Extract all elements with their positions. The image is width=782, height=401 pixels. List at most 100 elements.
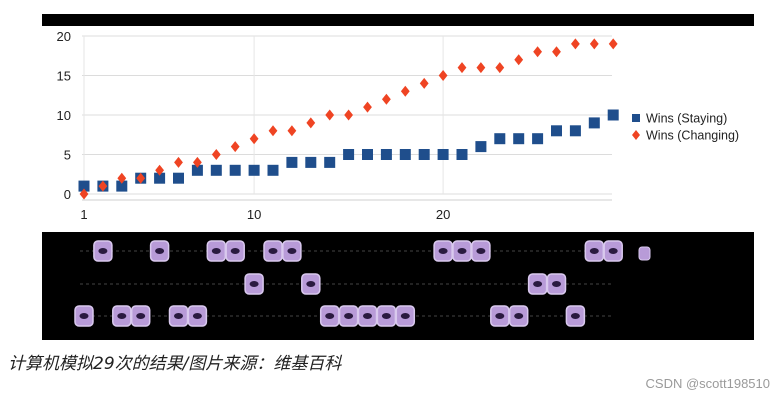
- y-tick-label-15: 15: [57, 69, 71, 84]
- token-face: [192, 313, 202, 319]
- token-face: [325, 313, 335, 319]
- token-face: [155, 248, 165, 254]
- token-face: [249, 281, 259, 287]
- point-changing-11: [268, 125, 278, 137]
- strip-token-2-24: [508, 305, 529, 327]
- strip-token-2-7: [187, 305, 208, 327]
- token-face: [117, 313, 127, 319]
- token-body: [638, 246, 651, 261]
- token-face: [268, 248, 278, 254]
- point-staying-21: [456, 149, 468, 160]
- point-changing-19: [419, 77, 429, 89]
- point-staying-9: [229, 164, 241, 176]
- x-tick-label-10: 10: [247, 207, 261, 222]
- token-face: [552, 281, 561, 287]
- strip-token-0-2: [93, 240, 113, 262]
- point-changing-20: [438, 70, 448, 81]
- point-changing-23: [495, 62, 505, 74]
- token-face: [438, 248, 448, 254]
- point-staying-15: [343, 149, 355, 160]
- point-staying-12: [286, 156, 298, 168]
- strip-token-0-11: [263, 240, 283, 262]
- strip-token-0-9: [225, 240, 245, 262]
- point-changing-15: [344, 109, 353, 121]
- point-changing-28: [589, 38, 599, 50]
- strip-token-2-4: [130, 305, 151, 327]
- point-staying-18: [399, 149, 411, 160]
- strip-token-0-21: [452, 240, 472, 262]
- point-changing-9: [230, 141, 240, 153]
- point-staying-5: [154, 172, 166, 184]
- point-staying-8: [210, 164, 222, 176]
- point-changing-4: [136, 172, 146, 184]
- strip-token-0-29: [603, 240, 623, 262]
- strip-token-0-20: [433, 240, 453, 262]
- token-face: [363, 313, 372, 319]
- strip-token-1-10: [244, 273, 264, 295]
- strip-token-2-16: [357, 305, 378, 327]
- point-staying-28: [588, 117, 600, 129]
- point-staying-10: [248, 164, 260, 176]
- token-face: [457, 248, 467, 254]
- strip-token-0-12: [282, 240, 302, 262]
- token-face: [306, 281, 316, 287]
- token-face: [79, 313, 89, 319]
- token-face: [174, 313, 183, 319]
- point-changing-17: [382, 93, 391, 105]
- top-border: [42, 14, 754, 26]
- point-staying-19: [418, 149, 430, 160]
- point-changing-16: [363, 101, 372, 113]
- token-face: [287, 248, 297, 254]
- point-changing-10: [249, 133, 259, 145]
- strip-token-1-25: [527, 273, 548, 295]
- strip-token-2-17: [376, 305, 397, 327]
- point-changing-12: [287, 125, 297, 137]
- strip-token-0-8: [206, 240, 227, 262]
- point-changing-5: [155, 164, 164, 176]
- point-changing-3: [117, 172, 127, 184]
- strip-token-2-27: [565, 305, 586, 327]
- point-changing-25: [533, 46, 542, 58]
- token-face: [533, 281, 543, 287]
- strip-token-2-15: [338, 305, 359, 327]
- y-axis-labels: 0 5 10 15 20: [57, 29, 71, 202]
- strip-token-2-14: [319, 305, 340, 327]
- data-marks: [78, 38, 619, 200]
- x-axis-labels: 1 10 20: [80, 207, 450, 222]
- point-changing-6: [174, 156, 183, 168]
- point-changing-8: [211, 149, 221, 160]
- point-staying-3: [116, 180, 128, 192]
- point-staying-6: [173, 172, 184, 184]
- token-face: [98, 248, 108, 254]
- point-changing-21: [457, 62, 467, 74]
- token-face: [381, 313, 391, 319]
- strip-token-2-6: [168, 305, 189, 327]
- y-tick-label-10: 10: [57, 108, 71, 123]
- point-staying-1: [78, 180, 90, 192]
- strip-token-0-28: [584, 240, 605, 262]
- strip-token-2-3: [112, 305, 132, 327]
- point-staying-26: [551, 125, 562, 137]
- caption: 计算机模拟29次的结果/图片来源：维基百科: [8, 354, 342, 374]
- point-changing-26: [552, 46, 561, 58]
- watermark: CSDN @scott198510: [645, 376, 770, 391]
- strip-token-0-5: [149, 240, 170, 262]
- point-staying-11: [267, 164, 279, 176]
- point-changing-13: [306, 117, 316, 129]
- point-staying-29: [607, 109, 619, 121]
- point-staying-22: [475, 141, 487, 153]
- token-face: [230, 248, 240, 254]
- strip-token-2-23: [490, 305, 510, 327]
- point-changing-27: [571, 38, 580, 50]
- point-staying-14: [324, 156, 336, 168]
- point-changing-7: [193, 156, 202, 168]
- legend: Wins (Staying) Wins (Changing): [632, 112, 739, 143]
- y-tick-label-20: 20: [57, 29, 71, 44]
- chart-area: [42, 26, 754, 232]
- y-tick-label-5: 5: [64, 148, 71, 163]
- point-changing-22: [476, 62, 486, 74]
- point-staying-23: [494, 133, 506, 145]
- point-staying-13: [305, 156, 317, 168]
- point-staying-25: [532, 133, 544, 145]
